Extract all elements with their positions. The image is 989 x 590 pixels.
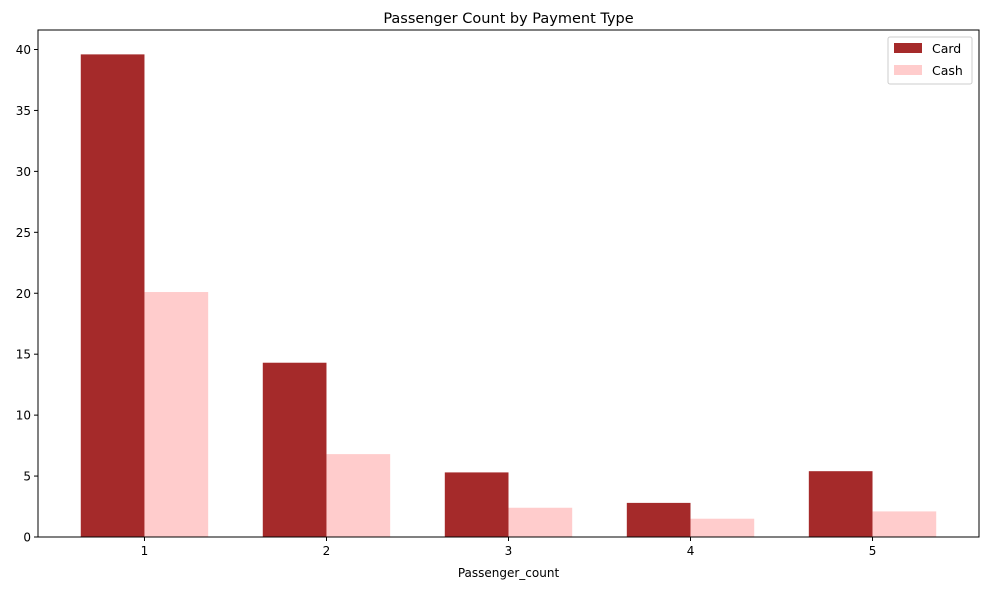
bars-layer [80,54,937,538]
y-tick-label-15: 15 [16,348,31,362]
bar-cash-1 [144,292,209,537]
y-tick-label-25: 25 [16,226,31,240]
legend: Card Cash [887,36,973,85]
bar-card-2 [262,362,327,537]
x-tick-label-1: 1 [141,544,149,558]
bar-cash-4 [690,518,755,537]
x-axis-label: Passenger_count [458,566,560,580]
legend-label-card: Card [932,41,961,56]
x-axis: 1 2 3 4 5 [141,537,877,558]
y-tick-label-20: 20 [16,287,31,301]
chart-title: Passenger Count by Payment Type [383,11,633,27]
y-tick-label-10: 10 [16,409,31,423]
x-tick-label-3: 3 [505,544,513,558]
y-tick-label-35: 35 [16,104,31,118]
y-tick-label-30: 30 [16,165,31,179]
bar-card-4 [626,502,691,538]
legend-label-cash: Cash [932,63,963,78]
bar-card-1 [80,54,145,538]
y-tick-label-5: 5 [23,470,31,484]
y-axis: 0 5 10 15 20 25 30 35 40 [16,43,38,545]
x-tick-label-5: 5 [869,544,877,558]
y-tick-label-0: 0 [23,531,31,545]
x-tick-label-2: 2 [323,544,331,558]
bar-cash-5 [872,511,937,537]
bar-cash-2 [326,454,391,538]
bar-card-3 [444,472,509,537]
x-tick-label-4: 4 [687,544,695,558]
legend-swatch-card [894,43,922,53]
y-tick-label-40: 40 [16,43,31,57]
bar-card-5 [808,471,873,537]
legend-swatch-cash [894,65,922,75]
bar-cash-3 [508,507,573,537]
